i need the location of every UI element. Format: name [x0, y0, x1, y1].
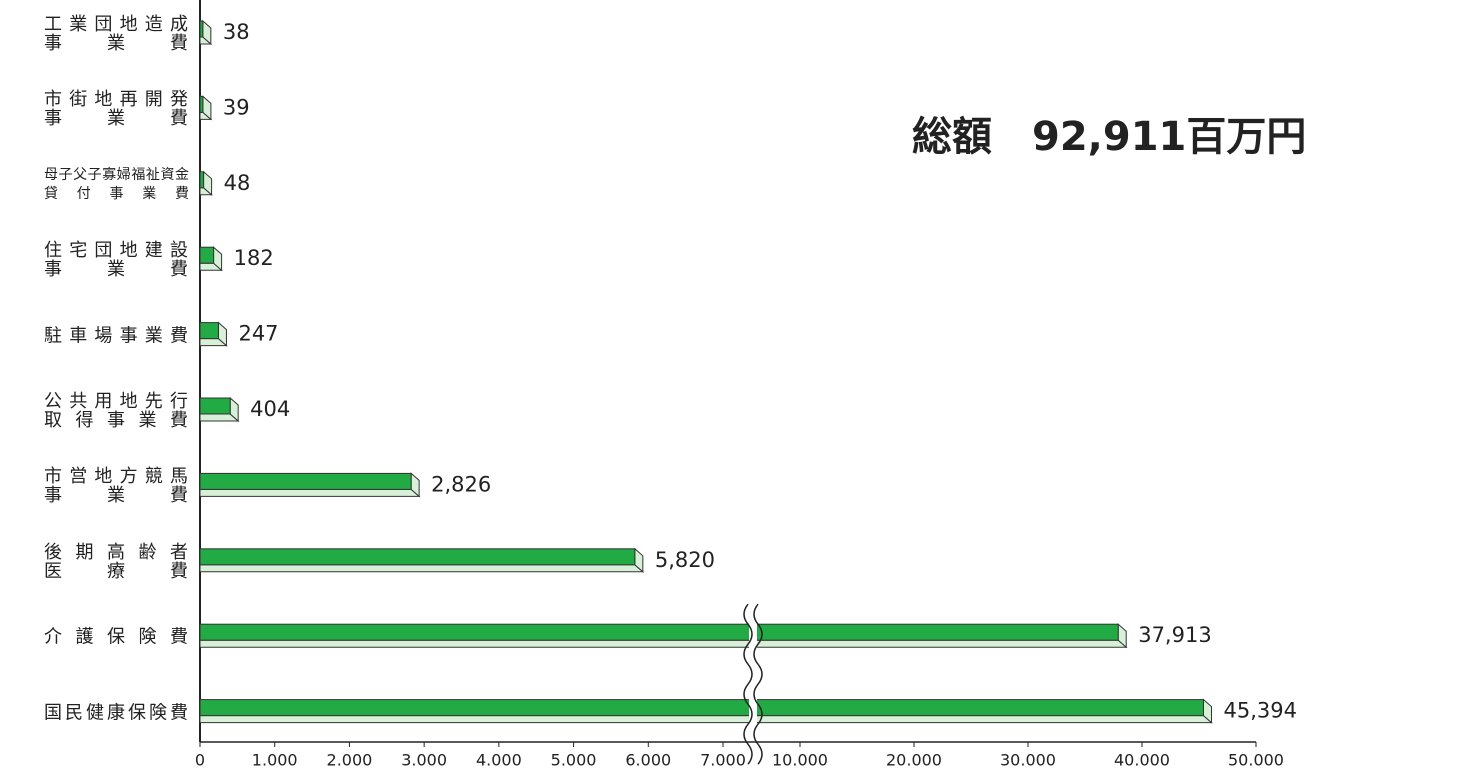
value-label: 247 — [238, 322, 278, 346]
bar-group — [199, 170, 213, 196]
value-label: 39 — [223, 95, 250, 119]
bar-group — [199, 19, 213, 46]
category-label: 市街地再開発 事 業 費 — [44, 89, 188, 130]
value-label: 48 — [224, 171, 251, 195]
bar — [199, 322, 219, 340]
x-tick-label: 0 — [195, 751, 205, 770]
value-label: 37,913 — [1138, 623, 1211, 647]
bar-bottom — [199, 639, 1128, 648]
x-tick-label: 2.000 — [327, 751, 373, 770]
category-label: 母子父子寡婦福祉資金 貸付事業費 — [44, 166, 189, 202]
chart-title: 総額 92,911百万円 — [912, 114, 1307, 160]
bar — [199, 95, 204, 113]
x-tick-label: 1.000 — [252, 751, 298, 770]
category-label: 工業団地造成 事 業 費 — [44, 14, 188, 54]
category-label: 後期高齢者 医 療 費 — [44, 541, 188, 582]
bar-group — [199, 698, 1213, 724]
bar-bottom — [199, 715, 1213, 724]
bar-group — [199, 472, 421, 498]
x-tick-label: 10.000 — [772, 751, 828, 770]
value-label: 2,826 — [431, 472, 491, 496]
x-tick-label: 3.000 — [401, 751, 447, 770]
bar-group — [199, 623, 1128, 649]
bar — [199, 397, 231, 415]
axis-break-line — [743, 603, 753, 765]
x-tick-label: 20.000 — [886, 751, 942, 770]
category-label: 市営地方競馬 事 業 費 — [44, 466, 188, 507]
category-label: 公共用地先行 取得事業費 — [44, 391, 188, 431]
bar — [199, 246, 215, 264]
bar — [199, 472, 412, 490]
x-tick-label: 30.000 — [1000, 751, 1056, 770]
x-tick-label: 50.000 — [1228, 751, 1284, 770]
axis-break — [749, 604, 757, 737]
bar — [199, 699, 1204, 717]
category-label: 住宅団地建設 事 業 費 — [44, 240, 188, 281]
bar-group — [199, 396, 240, 423]
x-tick-label: 6.000 — [625, 751, 671, 770]
bar-group — [199, 246, 223, 272]
category-label: 介護保険費 — [44, 626, 188, 648]
bar — [199, 548, 636, 566]
value-label: 182 — [234, 246, 274, 270]
category-label: 駐車場事業費 — [44, 325, 188, 347]
category-label: 国民健康保険費 — [44, 702, 188, 724]
bar — [199, 171, 205, 189]
value-label: 45,394 — [1223, 699, 1296, 723]
bar-bottom — [199, 488, 421, 497]
bar — [199, 623, 1119, 641]
value-label: 404 — [250, 397, 290, 421]
bar-group — [199, 95, 213, 121]
x-tick-label: 7.000 — [700, 751, 746, 770]
bar — [199, 20, 204, 38]
x-tick-label: 5.000 — [551, 751, 597, 770]
value-label: 38 — [223, 20, 250, 44]
x-tick-label: 40.000 — [1114, 751, 1170, 770]
bar-bottom — [199, 564, 645, 573]
bar-group — [199, 547, 645, 573]
x-tick-label: 4.000 — [476, 751, 522, 770]
axis-break-line — [753, 603, 763, 765]
value-label: 5,820 — [655, 548, 715, 572]
bar-group — [199, 321, 228, 347]
